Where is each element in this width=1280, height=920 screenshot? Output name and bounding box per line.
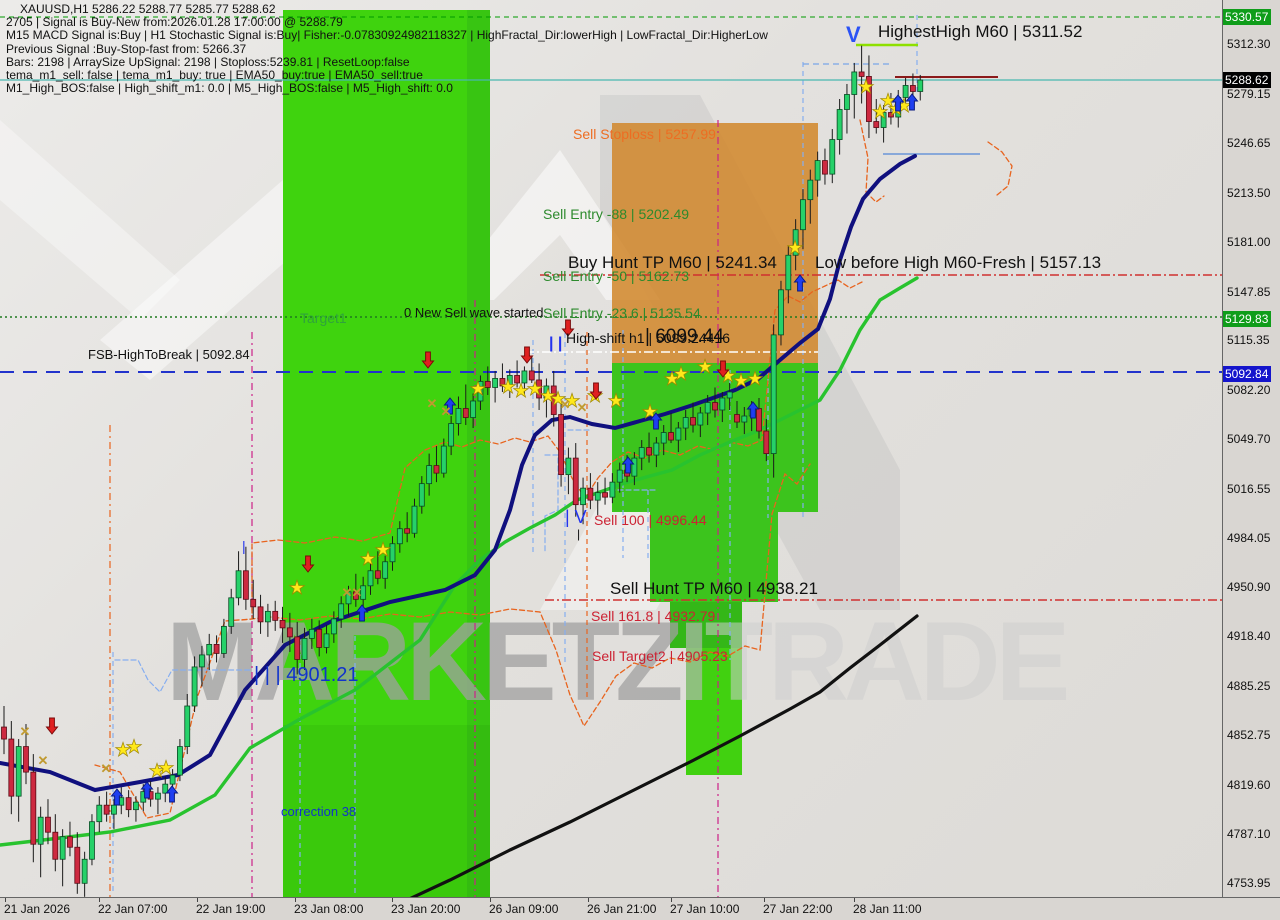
chart-area[interactable]: MARKETZITRADE ★ ★ ★ ★ ★ ★ ★ ★ ★ ★ ★ ★ ★ ★ ★ ★ ★ ★ ★ ★ ★ ★ ★ ★ ★ ★… (0, 0, 1222, 897)
price-label: 4885.25 (1227, 679, 1271, 694)
svg-text:★: ★ (663, 368, 680, 390)
svg-text:✕: ✕ (427, 396, 438, 411)
svg-text:★: ★ (374, 539, 391, 561)
svg-text:★: ★ (157, 757, 174, 779)
price-axis[interactable]: 5312.30 5279.15 5246.65 5213.50 5181.00 5147.… (1222, 0, 1280, 897)
price-label: 4950.90 (1227, 580, 1271, 595)
price-tag: 5330.57 (1223, 9, 1272, 25)
price-label: 5082.20 (1227, 383, 1271, 398)
svg-text:★: ★ (786, 237, 803, 259)
time-label: 22 Jan 07:00 (98, 902, 168, 916)
svg-text:★: ★ (539, 385, 556, 407)
price-tag: 5129.83 (1223, 310, 1272, 327)
price-label: 5049.70 (1227, 432, 1271, 446)
time-tick (671, 898, 672, 902)
time-label: 26 Jan 21:00 (587, 902, 657, 916)
time-tick (588, 898, 589, 902)
svg-text:★: ★ (879, 90, 896, 112)
time-label: 28 Jan 11:00 (853, 902, 922, 916)
time-label: 27 Jan 22:00 (763, 902, 833, 916)
svg-text:★: ★ (499, 376, 516, 398)
price-label: 4753.95 (1227, 876, 1271, 891)
time-tick (99, 898, 100, 902)
svg-text:✕: ✕ (441, 404, 452, 419)
svg-text:★: ★ (607, 390, 624, 412)
svg-text:★: ★ (696, 356, 713, 378)
time-label: 26 Jan 09:00 (489, 902, 559, 916)
time-label: 22 Jan 19:00 (196, 902, 266, 916)
time-label: 23 Jan 08:00 (294, 902, 364, 916)
svg-text:★: ★ (526, 378, 543, 400)
price-label: 5213.50 (1227, 185, 1271, 200)
time-tick (392, 898, 393, 902)
header-line-7: M1_High_BOS:false | High_shift_m1: 0.0 |… (6, 81, 453, 96)
header-line-3: M15 MACD Signal is:Buy | H1 Stochastic S… (6, 28, 768, 43)
svg-text:★: ★ (746, 368, 763, 390)
svg-text:✕: ✕ (101, 761, 112, 776)
signal-zone (686, 648, 742, 775)
candlestick-plot: ★★★★★★★★★★★★★★★★★★★★★★★★★★★★★✕✕✕✕✕✕✕✕✕ (0, 15, 1222, 897)
header-line-2: 2705 | Signal is Buy-New from:2026.01.28… (6, 15, 343, 30)
svg-text:★: ★ (125, 736, 142, 758)
price-label: 4918.40 (1227, 629, 1271, 644)
time-tick (854, 898, 855, 902)
svg-text:✕: ✕ (577, 400, 588, 415)
price-label: 4787.10 (1227, 826, 1271, 841)
svg-text:✕: ✕ (38, 753, 49, 768)
svg-text:★: ★ (672, 363, 689, 385)
price-tag: 5092.84 (1223, 366, 1272, 383)
time-axis[interactable]: 21 Jan 2026 22 Jan 07:00 22 Jan 19:00 23 Ja… (0, 897, 1280, 920)
svg-text:✕: ✕ (342, 585, 353, 600)
price-label: 5279.15 (1227, 87, 1271, 102)
svg-text:★: ★ (512, 380, 529, 402)
price-label: 4819.60 (1227, 777, 1271, 792)
time-label: 27 Jan 10:00 (670, 902, 740, 916)
svg-text:★: ★ (732, 370, 749, 392)
time-tick (764, 898, 765, 902)
time-tick (295, 898, 296, 902)
svg-text:✕: ✕ (352, 585, 363, 600)
svg-text:★: ★ (857, 76, 874, 98)
price-label: 4984.05 (1227, 530, 1271, 545)
price-label: 4852.75 (1227, 727, 1271, 742)
svg-text:★: ★ (114, 739, 131, 761)
time-tick (197, 898, 198, 902)
price-label: 5016.55 (1227, 481, 1271, 496)
time-label: 23 Jan 20:00 (391, 902, 461, 916)
price-label: 5115.35 (1227, 333, 1270, 348)
time-tick (5, 898, 6, 902)
price-label: 5312.30 (1227, 37, 1271, 52)
svg-text:✕: ✕ (560, 397, 571, 412)
signal-zone (467, 10, 490, 897)
time-label: 21 Jan 2026 (4, 902, 71, 916)
price-label: 5147.85 (1227, 284, 1271, 299)
header-line-1: XAUUSD,H1 5286.22 5288.77 5285.77 5288.6… (20, 2, 276, 16)
svg-text:★: ★ (148, 760, 165, 782)
svg-text:★: ★ (549, 388, 566, 410)
time-tick (490, 898, 491, 902)
signal-zone (283, 725, 490, 897)
svg-text:★: ★ (871, 101, 888, 123)
header-line-4: Previous Signal :Buy-Stop-fast from: 526… (6, 41, 247, 56)
signal-zone (650, 512, 778, 602)
svg-text:★: ★ (563, 390, 580, 412)
header-line-6: tema_m1_sell: false | tema_m1_buy: true … (6, 68, 423, 83)
header-line-5: Bars: 2198 | ArraySize UpSignal: 2198 | … (6, 54, 410, 69)
price-tag: 5288.62 (1223, 72, 1272, 89)
svg-text:★: ★ (469, 378, 486, 400)
price-label: 5181.00 (1227, 234, 1271, 249)
svg-text:★: ★ (288, 577, 305, 599)
price-label: 5246.65 (1227, 136, 1271, 151)
ohlc-header: XAUUSD,H1 5286.22 5288.77 5285.77 5288.6… (6, 2, 768, 96)
svg-text:★: ★ (359, 548, 376, 570)
svg-text:✕: ✕ (20, 724, 31, 739)
